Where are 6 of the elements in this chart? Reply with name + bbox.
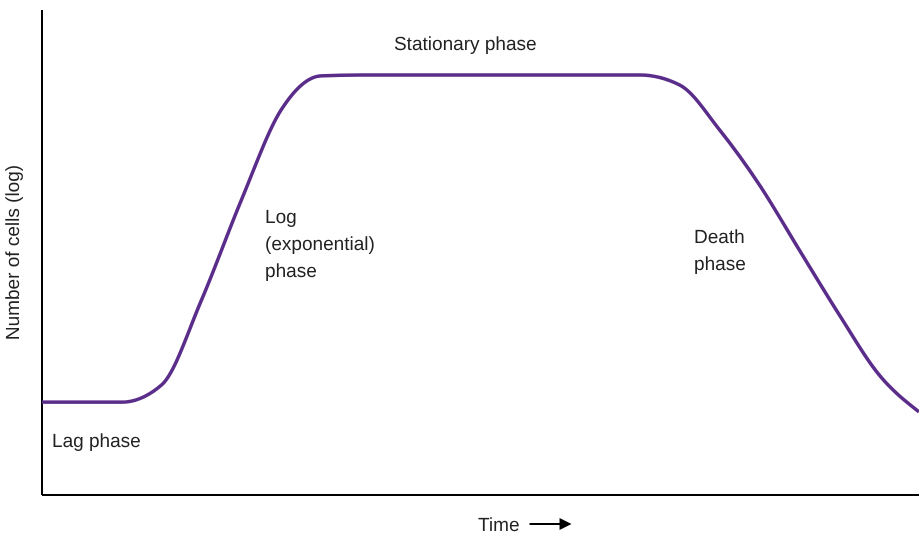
x-axis-title: Time (478, 515, 520, 536)
annotation: Log (exponential) phase (265, 207, 375, 282)
annotation: Death phase (694, 227, 746, 275)
text: Stationary phase (394, 34, 537, 55)
y-axis-title: Number of cells (log) (3, 164, 24, 340)
annotation: Lag phase (52, 431, 141, 452)
